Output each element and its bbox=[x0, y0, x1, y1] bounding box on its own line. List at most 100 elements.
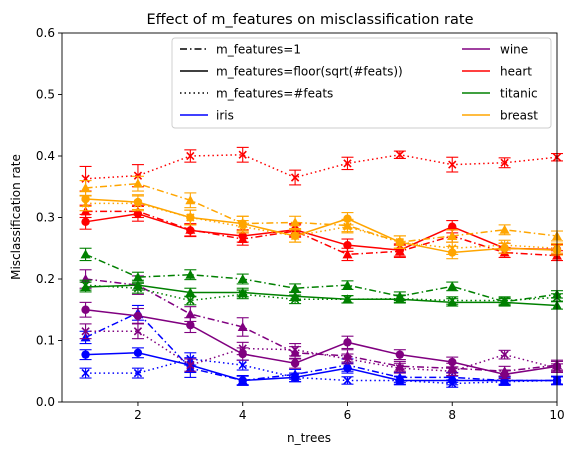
data-point bbox=[290, 373, 300, 382]
data-point bbox=[448, 244, 457, 253]
data-point bbox=[186, 296, 195, 305]
data-point bbox=[133, 327, 143, 336]
data-point bbox=[81, 327, 90, 336]
legend-label: titanic bbox=[500, 87, 538, 101]
series-line bbox=[85, 154, 558, 180]
legend: m_features=1 m_features=floor(sqrt(#feats… bbox=[171, 37, 552, 129]
data-point bbox=[185, 309, 196, 319]
data-point bbox=[133, 348, 143, 357]
legend-label: heart bbox=[500, 65, 532, 79]
data-point bbox=[448, 357, 457, 367]
y-tick-label: 0.1 bbox=[36, 334, 55, 348]
data-point bbox=[290, 295, 300, 304]
data-point bbox=[238, 150, 247, 159]
x-axis-label: n_trees bbox=[287, 431, 331, 445]
x-tick-label: 8 bbox=[448, 408, 456, 422]
series-titanic bbox=[79, 279, 563, 306]
series-wine bbox=[79, 301, 563, 380]
legend-label: m_features=#feats bbox=[216, 87, 333, 101]
series-wine bbox=[79, 323, 563, 377]
data-point bbox=[395, 350, 405, 359]
data-point bbox=[343, 338, 352, 347]
data-point bbox=[448, 367, 457, 376]
data-point bbox=[133, 368, 143, 378]
y-axis-label: Misclassification rate bbox=[9, 154, 23, 280]
data-point bbox=[237, 274, 248, 283]
data-point bbox=[185, 287, 196, 297]
data-point bbox=[343, 159, 352, 168]
data-point bbox=[343, 222, 352, 231]
series-line bbox=[85, 202, 558, 250]
data-point bbox=[132, 272, 143, 282]
data-point bbox=[447, 230, 458, 240]
chart-title: Effect of m_features on misclassificatio… bbox=[146, 12, 473, 28]
x-tick-label: 4 bbox=[239, 408, 247, 422]
data-point bbox=[81, 350, 90, 359]
data-point bbox=[500, 296, 509, 305]
y-tick-label: 0.5 bbox=[36, 88, 55, 102]
data-point bbox=[186, 360, 195, 370]
data-point bbox=[343, 354, 352, 364]
data-point bbox=[395, 294, 405, 303]
legend-label: breast bbox=[500, 109, 538, 123]
series-line bbox=[85, 182, 558, 243]
x-tick-label: 6 bbox=[344, 408, 352, 422]
series-heart bbox=[79, 146, 563, 192]
y-tick-label: 0.4 bbox=[36, 149, 55, 163]
series-line bbox=[85, 311, 557, 382]
data-point bbox=[186, 151, 195, 161]
data-point bbox=[500, 370, 509, 379]
data-point bbox=[342, 249, 353, 259]
data-point bbox=[133, 209, 143, 219]
data-point bbox=[448, 379, 457, 388]
legend-label: m_features=1 bbox=[216, 43, 301, 57]
data-point bbox=[290, 345, 300, 354]
data-point bbox=[185, 269, 196, 279]
data-point bbox=[343, 376, 352, 385]
data-point bbox=[500, 158, 509, 167]
data-point bbox=[342, 280, 353, 290]
data-point bbox=[81, 199, 90, 208]
series-line bbox=[85, 352, 557, 382]
legend-frame bbox=[171, 37, 552, 129]
data-point bbox=[448, 296, 457, 305]
data-point bbox=[133, 311, 143, 321]
series-line bbox=[85, 358, 558, 385]
data-point bbox=[447, 281, 458, 291]
series-line bbox=[85, 284, 558, 307]
y-tick-label: 0.0 bbox=[36, 395, 55, 409]
data-point bbox=[290, 173, 300, 182]
data-point bbox=[448, 222, 457, 231]
data-point bbox=[238, 376, 247, 385]
series-line bbox=[85, 330, 558, 373]
y-tick-label: 0.3 bbox=[36, 211, 55, 225]
data-point bbox=[238, 290, 247, 299]
data-point bbox=[238, 360, 247, 370]
legend-label: iris bbox=[216, 109, 234, 123]
data-point bbox=[81, 217, 90, 227]
data-point bbox=[395, 237, 405, 247]
data-point bbox=[343, 240, 352, 250]
data-point bbox=[185, 195, 196, 205]
y-tick-label: 0.2 bbox=[36, 272, 55, 286]
series-line bbox=[85, 309, 558, 376]
data-point bbox=[81, 305, 90, 314]
series-group bbox=[79, 146, 563, 388]
series-line bbox=[85, 210, 558, 257]
data-point bbox=[290, 231, 300, 241]
series-line bbox=[85, 198, 558, 254]
data-point bbox=[290, 217, 301, 227]
series-wine bbox=[79, 269, 563, 377]
data-point bbox=[238, 231, 247, 241]
data-point bbox=[133, 171, 143, 180]
data-point bbox=[238, 344, 247, 353]
data-point bbox=[500, 377, 509, 386]
data-point bbox=[448, 160, 457, 169]
legend-label: m_features=floor(sqrt(#feats)) bbox=[216, 65, 403, 79]
data-point bbox=[237, 321, 248, 331]
data-point bbox=[500, 241, 509, 250]
series-line bbox=[85, 213, 558, 251]
data-point bbox=[290, 283, 301, 293]
series-breast bbox=[79, 195, 563, 255]
